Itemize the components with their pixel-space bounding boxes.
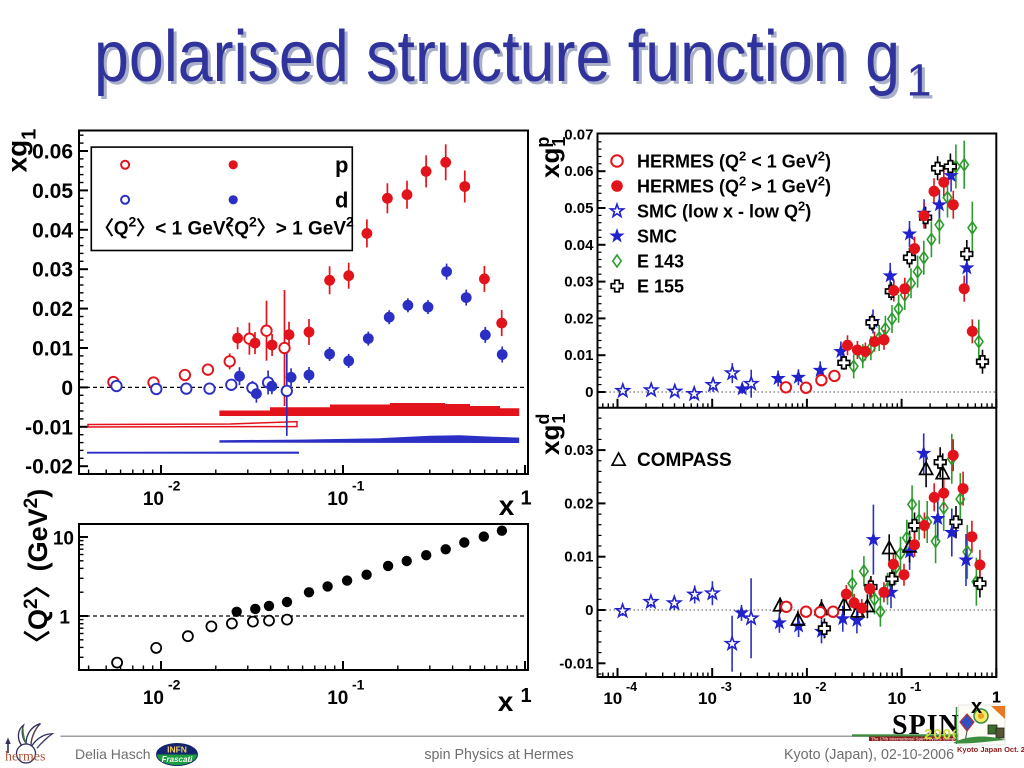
svg-text:1: 1 <box>992 690 1001 707</box>
svg-text:SMC (low x - low Q2): SMC (low x - low Q2) <box>637 199 811 222</box>
svg-text:0.02: 0.02 <box>564 495 593 512</box>
svg-text:2006: 2006 <box>924 726 961 743</box>
svg-text:The 17th International Spin Ph: The 17th International Spin Physics Symp… <box>871 736 967 741</box>
svg-text:Kyoto Japan Oct. 2-7 '06: Kyoto Japan Oct. 2-7 '06 <box>957 745 1024 754</box>
svg-text:1: 1 <box>520 685 531 707</box>
svg-text:0: 0 <box>585 602 593 619</box>
svg-text:-2: -2 <box>815 680 826 694</box>
svg-text:x: x <box>971 696 982 718</box>
svg-text:spin Physics at Hermes: spin Physics at Hermes <box>424 747 573 763</box>
svg-text:〈Q2〉(GeV2): 〈Q2〉(GeV2) <box>21 489 53 657</box>
svg-text:1: 1 <box>59 608 70 629</box>
svg-text:E 155: E 155 <box>637 277 684 297</box>
svg-text:0.05: 0.05 <box>32 180 73 203</box>
svg-text:E 143: E 143 <box>637 252 684 272</box>
svg-text:x: x <box>499 490 515 521</box>
svg-text:-1: -1 <box>352 677 365 693</box>
svg-text:10: 10 <box>143 489 164 510</box>
svg-text:HERMES (Q2 < 1 GeV2): HERMES (Q2 < 1 GeV2) <box>637 149 831 172</box>
svg-text:d: d <box>335 188 348 213</box>
svg-text:10: 10 <box>143 688 164 709</box>
svg-text:0.07: 0.07 <box>564 126 593 143</box>
svg-text:Delia Hasch: Delia Hasch <box>75 746 150 762</box>
svg-text:0.01: 0.01 <box>564 549 593 566</box>
svg-text:10: 10 <box>53 529 74 550</box>
svg-text:1: 1 <box>992 690 1001 707</box>
svg-text:10: 10 <box>887 689 906 708</box>
svg-text:0.02: 0.02 <box>564 310 593 327</box>
svg-text:-0.01: -0.01 <box>559 655 593 672</box>
svg-text:0: 0 <box>585 384 593 401</box>
svg-text:10: 10 <box>327 688 348 709</box>
svg-text:0.05: 0.05 <box>564 200 593 217</box>
svg-text:Frascati: Frascati <box>162 755 193 764</box>
svg-text:〈Q2〉< 1 GeV2: 〈Q2〉< 1 GeV2 <box>95 214 234 240</box>
svg-text:p: p <box>335 153 348 178</box>
svg-text:-0.02: -0.02 <box>25 456 73 479</box>
svg-text:10: 10 <box>603 689 622 708</box>
svg-text:10: 10 <box>698 689 717 708</box>
svg-text:1: 1 <box>520 488 531 510</box>
svg-text:0.03: 0.03 <box>32 259 73 282</box>
svg-text:1: 1 <box>910 58 935 109</box>
svg-text:1: 1 <box>907 55 932 106</box>
svg-text:xgd1: xgd1 <box>533 414 569 455</box>
svg-text:polarised structure function g: polarised structure function g <box>97 20 903 100</box>
svg-text:COMPASS: COMPASS <box>637 450 732 471</box>
svg-text:Kyoto (Japan), 02-10-2006: Kyoto (Japan), 02-10-2006 <box>784 747 954 763</box>
svg-text:-3: -3 <box>721 680 732 694</box>
svg-text:0: 0 <box>61 377 73 400</box>
svg-text:-2: -2 <box>168 478 181 494</box>
svg-text:-2: -2 <box>168 677 181 693</box>
svg-text:HERMES (Q2 > 1 GeV2): HERMES (Q2 > 1 GeV2) <box>637 174 831 197</box>
svg-text:x: x <box>498 686 514 717</box>
svg-text:polarised structure function g: polarised structure function g <box>94 17 900 97</box>
svg-text:0.03: 0.03 <box>564 442 593 459</box>
svg-text:0.06: 0.06 <box>564 163 593 180</box>
svg-text:0.01: 0.01 <box>32 338 73 361</box>
svg-text:0.01: 0.01 <box>564 347 593 364</box>
svg-text:-1: -1 <box>352 478 365 494</box>
svg-text:0.03: 0.03 <box>564 274 593 291</box>
svg-text:10: 10 <box>793 689 812 708</box>
svg-text:0.02: 0.02 <box>32 298 73 321</box>
svg-text:hermes: hermes <box>5 750 45 765</box>
svg-text:10: 10 <box>327 489 348 510</box>
svg-text:〈Q2〉> 1 GeV2: 〈Q2〉> 1 GeV2 <box>215 214 354 240</box>
svg-text:-1: -1 <box>910 680 921 694</box>
svg-text:0.06: 0.06 <box>32 141 73 164</box>
svg-text:xgp1: xgp1 <box>533 137 569 178</box>
svg-text:-0.01: -0.01 <box>25 416 73 439</box>
svg-text:SMC: SMC <box>637 227 677 247</box>
svg-text:0.04: 0.04 <box>564 237 594 254</box>
svg-text:INFN: INFN <box>167 745 187 755</box>
svg-text:0.04: 0.04 <box>32 219 73 242</box>
svg-text:-4: -4 <box>626 680 637 694</box>
